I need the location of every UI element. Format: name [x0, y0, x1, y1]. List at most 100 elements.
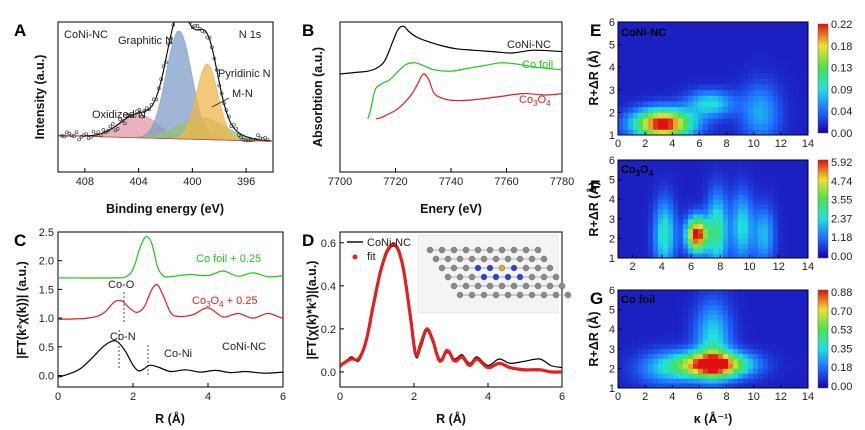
- heatmap-cell: [748, 160, 754, 166]
- raw-data-point: [74, 130, 79, 134]
- heatmap-cell: [718, 61, 724, 68]
- heatmap-cell: [788, 383, 794, 389]
- heatmap-cell: [738, 189, 744, 195]
- heatmap-cell: [763, 373, 769, 379]
- heatmap-cell: [688, 101, 694, 108]
- heatmap-cell: [658, 106, 664, 113]
- heatmap-cell: [658, 243, 664, 249]
- heatmap-cell: [738, 363, 744, 369]
- heatmap-cell: [698, 373, 704, 379]
- heatmap-cell: [783, 319, 789, 325]
- inset-atom: [486, 282, 494, 290]
- heatmap-cell: [803, 353, 809, 359]
- heatmap-cell: [663, 363, 669, 369]
- heatmap-cell: [718, 373, 724, 379]
- heatmap-cell: [773, 50, 779, 57]
- heatmap-cell: [708, 248, 714, 254]
- heatmap-cell: [688, 106, 694, 113]
- heatmap-cell: [753, 118, 759, 125]
- heatmap-cell: [653, 299, 659, 306]
- heatmap-cell: [743, 27, 749, 34]
- heatmap-cell: [723, 55, 729, 62]
- heatmap-cell: [743, 89, 749, 96]
- raw-data-point: [229, 124, 234, 128]
- heatmap-cell: [623, 106, 629, 113]
- heatmap-cell: [703, 368, 709, 374]
- heatmap-cell: [648, 164, 654, 171]
- heatmap-xtick-label: 2: [642, 138, 648, 150]
- heatmap-cell: [618, 189, 624, 195]
- panel-f-frame: [617, 159, 809, 259]
- heatmap-cell: [758, 22, 764, 29]
- heatmap-cell: [618, 363, 624, 369]
- heatmap-cell: [803, 169, 809, 176]
- heatmap-cell: [678, 353, 684, 359]
- series-co-foil: [367, 62, 562, 119]
- raw-data-point: [94, 133, 98, 137]
- heatmap-cell: [673, 78, 679, 85]
- heatmap-cell: [758, 174, 764, 180]
- heatmap-cell: [743, 44, 749, 51]
- heatmap-cell: [693, 106, 699, 113]
- heatmap-cell: [748, 33, 754, 40]
- heatmap-cell: [678, 213, 684, 220]
- heatmap-cell: [738, 228, 744, 234]
- heatmap-cell: [638, 378, 644, 384]
- heatmap-cell: [708, 169, 714, 176]
- heatmap-cell: [658, 324, 664, 330]
- heatmap-cell: [703, 84, 709, 91]
- heatmap-cell: [658, 334, 664, 340]
- panel-a-xtick-label: 408: [76, 176, 94, 188]
- heatmap-cell: [783, 123, 789, 130]
- heatmap-cell: [708, 324, 714, 330]
- heatmap-cell: [638, 299, 644, 306]
- heatmap-cell: [688, 233, 694, 239]
- heatmap-cell: [723, 179, 729, 185]
- heatmap-cell: [673, 194, 679, 200]
- heatmap-cell: [738, 204, 744, 210]
- panel-d-exafs-fit: 0 2 4 60.00.20.40.6 CoNi-NC fit R (Å) |FT(χ…: [305, 231, 572, 426]
- heatmap-cell: [658, 290, 664, 296]
- heatmap-cell: [643, 129, 649, 136]
- heatmap-cell: [673, 33, 679, 40]
- heatmap-cell: [728, 334, 734, 340]
- heatmap-cell: [658, 368, 664, 374]
- label-pyridinic-n: Pyridinic N: [218, 68, 271, 80]
- heatmap-cell: [668, 299, 674, 306]
- heatmap-cell: [733, 383, 739, 389]
- heatmap-cell: [733, 123, 739, 130]
- heatmap-cell: [663, 38, 669, 45]
- heatmap-cell: [733, 329, 739, 335]
- heatmap-cell: [743, 319, 749, 325]
- heatmap-cell: [753, 339, 759, 345]
- heatmap-cell: [763, 233, 769, 239]
- heatmap-cell: [678, 348, 684, 355]
- heatmap-cell: [753, 22, 759, 29]
- heatmap-cell: [803, 118, 809, 125]
- heatmap-cell: [713, 363, 719, 369]
- panel-c-xtick-label: 4: [205, 391, 211, 403]
- c-co3o4-sub2: 4: [219, 300, 224, 309]
- heatmap-cell: [648, 243, 654, 249]
- heatmap-cell: [623, 209, 629, 215]
- heatmap-cell: [658, 383, 664, 389]
- heatmap-cell: [713, 228, 719, 234]
- heatmap-cell: [658, 78, 664, 85]
- heatmap-cell: [738, 112, 744, 119]
- heatmap-cell: [633, 290, 639, 296]
- heatmap-cell: [698, 319, 704, 325]
- heatmap-cell: [788, 309, 794, 315]
- heatmap-cell: [783, 309, 789, 315]
- heatmap-ytick-label: 2: [609, 363, 615, 375]
- heatmap-cell: [668, 67, 674, 74]
- heatmap-cell: [618, 112, 624, 119]
- heatmap-cell: [688, 123, 694, 130]
- heatmap-cell: [673, 248, 679, 254]
- heatmap-cell: [683, 319, 689, 325]
- heatmap-xtick-label: 14: [802, 261, 814, 273]
- raw-data-point: [91, 129, 96, 134]
- heatmap-cell: [673, 84, 679, 91]
- heatmap-cell: [748, 348, 754, 355]
- heatmap-cell: [803, 61, 809, 68]
